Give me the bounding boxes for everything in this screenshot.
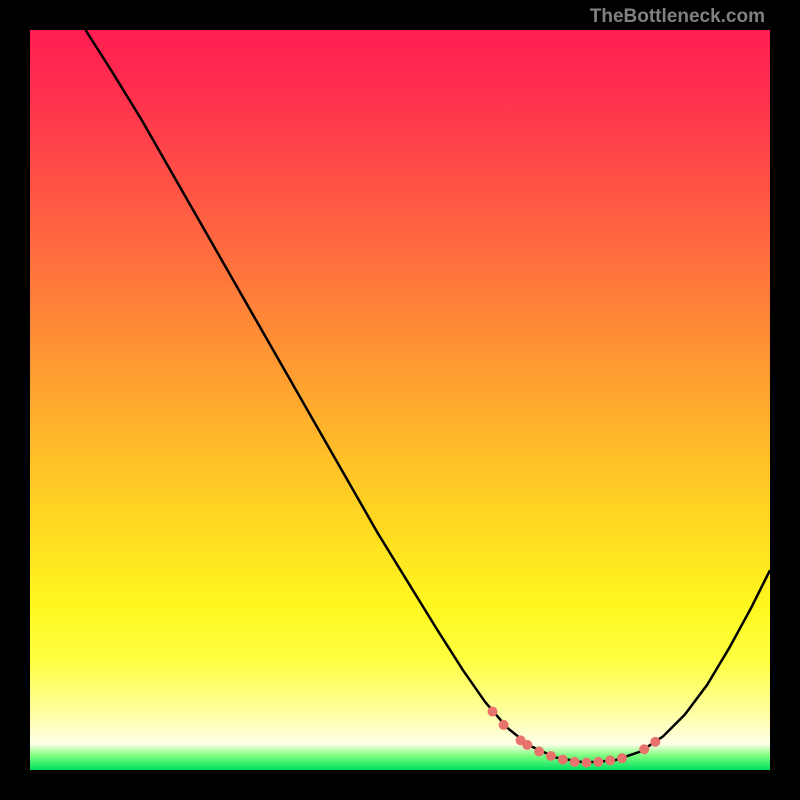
marker-point: [558, 755, 568, 765]
marker-point: [617, 753, 627, 763]
marker-point: [522, 740, 532, 750]
marker-point: [499, 720, 509, 730]
marker-point: [593, 757, 603, 767]
watermark-text: TheBottleneck.com: [590, 6, 765, 28]
curve-markers: [488, 707, 661, 768]
marker-point: [605, 755, 615, 765]
chart-container: [30, 30, 770, 770]
marker-point: [546, 751, 556, 761]
bottleneck-curve: [86, 30, 771, 763]
marker-point: [488, 707, 498, 717]
marker-point: [570, 757, 580, 767]
marker-point: [581, 758, 591, 768]
marker-point: [534, 747, 544, 757]
marker-point: [639, 744, 649, 754]
chart-curve-layer: [30, 30, 770, 770]
marker-point: [650, 737, 660, 747]
